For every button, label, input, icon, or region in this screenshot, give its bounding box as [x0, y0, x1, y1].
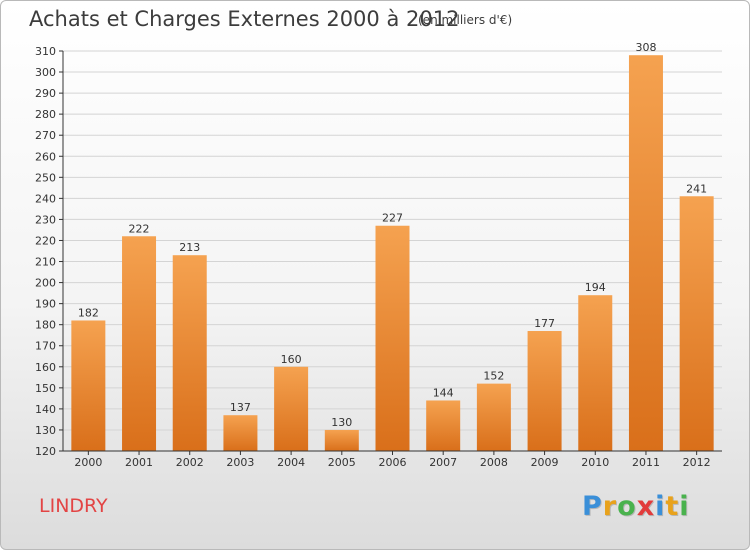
bar: [71, 320, 106, 451]
bar-value-label: 152: [483, 370, 504, 383]
bar-value-label: 160: [281, 353, 302, 366]
logo-letter: r: [602, 491, 618, 522]
y-tick-label: 220: [35, 234, 56, 247]
x-tick-label: 2011: [632, 456, 660, 469]
y-tick-label: 280: [35, 108, 56, 121]
x-tick-label: 2001: [125, 456, 153, 469]
bar-value-label: 308: [635, 41, 656, 54]
chart-subtitle: (en milliers d'€): [418, 13, 513, 27]
logo-letter: i: [655, 491, 666, 522]
y-tick-label: 230: [35, 213, 56, 226]
bar-value-label: 182: [78, 306, 99, 319]
chart-title: Achats et Charges Externes 2000 à 2012: [29, 7, 460, 31]
logo-letter: t: [665, 491, 680, 522]
y-tick-label: 260: [35, 150, 56, 163]
y-tick-label: 130: [35, 424, 56, 437]
x-tick-label: 2007: [429, 456, 457, 469]
bar-value-label: 213: [179, 241, 200, 254]
x-tick-label: 2008: [480, 456, 508, 469]
y-tick-label: 200: [35, 277, 56, 290]
bar: [476, 383, 511, 451]
bar-value-label: 241: [686, 182, 707, 195]
bar: [527, 331, 562, 451]
bar: [679, 196, 714, 451]
bar: [223, 415, 258, 451]
bar-value-label: 222: [129, 222, 150, 235]
y-tick-label: 270: [35, 129, 56, 142]
y-tick-label: 210: [35, 256, 56, 269]
place-name: LINDRY: [39, 495, 108, 517]
bar: [426, 400, 461, 451]
x-tick-label: 2004: [277, 456, 305, 469]
x-tick-label: 2003: [226, 456, 254, 469]
x-tick-label: 2002: [176, 456, 204, 469]
logo-letter: x: [636, 491, 656, 522]
x-tick-label: 2005: [328, 456, 356, 469]
logo-letter: P: [582, 491, 603, 522]
y-tick-label: 170: [35, 340, 56, 353]
bar: [172, 255, 207, 451]
y-tick-label: 240: [35, 192, 56, 205]
bar: [324, 429, 359, 451]
y-tick-label: 310: [35, 45, 56, 58]
bar: [122, 236, 157, 451]
y-tick-label: 150: [35, 382, 56, 395]
bar-value-label: 144: [433, 386, 454, 399]
bar-value-label: 227: [382, 212, 403, 225]
proxiti-logo: Proxiti: [582, 491, 690, 522]
bar: [628, 55, 663, 452]
y-tick-label: 140: [35, 403, 56, 416]
logo-letter: i: [679, 491, 690, 522]
bar: [375, 225, 410, 451]
bar-value-label: 130: [331, 416, 352, 429]
y-tick-label: 120: [35, 445, 56, 458]
y-tick-label: 250: [35, 171, 56, 184]
y-tick-label: 300: [35, 66, 56, 79]
y-tick-label: 180: [35, 319, 56, 332]
y-tick-label: 190: [35, 298, 56, 311]
bar: [274, 366, 309, 451]
x-tick-label: 2012: [683, 456, 711, 469]
x-tick-label: 2006: [379, 456, 407, 469]
bar-value-label: 194: [585, 281, 606, 294]
x-tick-label: 2000: [74, 456, 102, 469]
bar-value-label: 137: [230, 401, 251, 414]
bar: [578, 295, 613, 451]
y-tick-label: 160: [35, 361, 56, 374]
x-tick-label: 2009: [531, 456, 559, 469]
x-tick-label: 2010: [581, 456, 609, 469]
bar-value-label: 177: [534, 317, 555, 330]
logo-letter: o: [617, 491, 637, 522]
y-tick-label: 290: [35, 87, 56, 100]
